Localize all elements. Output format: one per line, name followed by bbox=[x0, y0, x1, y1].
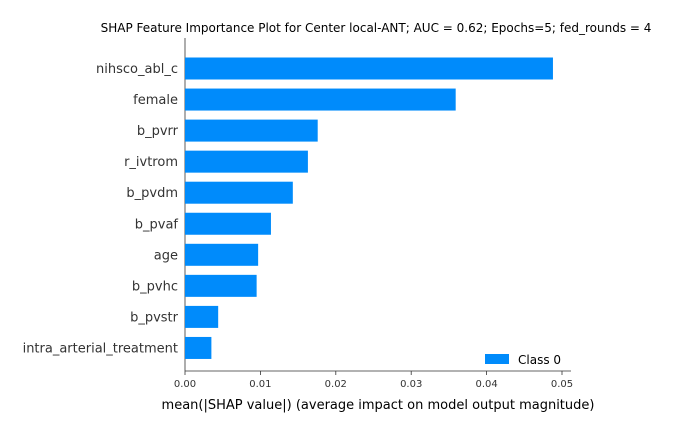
bar-b-pvdm bbox=[185, 181, 293, 204]
bar-b-pvhc bbox=[185, 274, 257, 297]
x-tick-label: 0.04 bbox=[475, 379, 497, 390]
legend: Class 0 bbox=[485, 353, 561, 367]
x-tick-label: 0.00 bbox=[174, 379, 196, 390]
category-label-b-pvhc: b_pvhc bbox=[132, 279, 178, 294]
category-label-nihsco-abl-c: nihsco_abl_c bbox=[96, 62, 178, 77]
x-tick-label: 0.03 bbox=[400, 379, 422, 390]
x-ticks-group: 0.00 0.01 0.02 0.03 0.04 0.05 bbox=[174, 371, 573, 390]
bar-female bbox=[185, 88, 456, 111]
category-label-intra-arterial-treatment: intra_arterial_treatment bbox=[23, 341, 178, 356]
x-tick-label: 0.05 bbox=[551, 379, 573, 390]
chart-title: SHAP Feature Importance Plot for Center … bbox=[101, 21, 652, 35]
bar-age bbox=[185, 243, 259, 266]
category-label-female: female bbox=[133, 93, 178, 108]
legend-label: Class 0 bbox=[518, 353, 561, 367]
category-label-b-pvaf: b_pvaf bbox=[135, 217, 179, 232]
legend-swatch bbox=[485, 354, 509, 364]
bar-nihsco-abl-c bbox=[185, 57, 553, 80]
x-axis-label: mean(|SHAP value|) (average impact on mo… bbox=[162, 398, 595, 413]
category-label-age: age bbox=[154, 248, 178, 263]
bar-b-pvaf bbox=[185, 212, 271, 235]
bars-group bbox=[185, 57, 553, 359]
bar-b-pvstr bbox=[185, 305, 219, 328]
bar-intra-arterial-treatment bbox=[185, 336, 212, 359]
category-label-r-ivtrom: r_ivtrom bbox=[124, 155, 178, 170]
x-tick-label: 0.02 bbox=[325, 379, 347, 390]
bar-b-pvrr bbox=[185, 119, 318, 142]
x-tick-label: 0.01 bbox=[249, 379, 271, 390]
category-label-b-pvrr: b_pvrr bbox=[137, 124, 179, 139]
bar-r-ivtrom bbox=[185, 150, 308, 173]
category-label-b-pvstr: b_pvstr bbox=[130, 310, 179, 325]
category-label-b-pvdm: b_pvdm bbox=[126, 186, 178, 201]
